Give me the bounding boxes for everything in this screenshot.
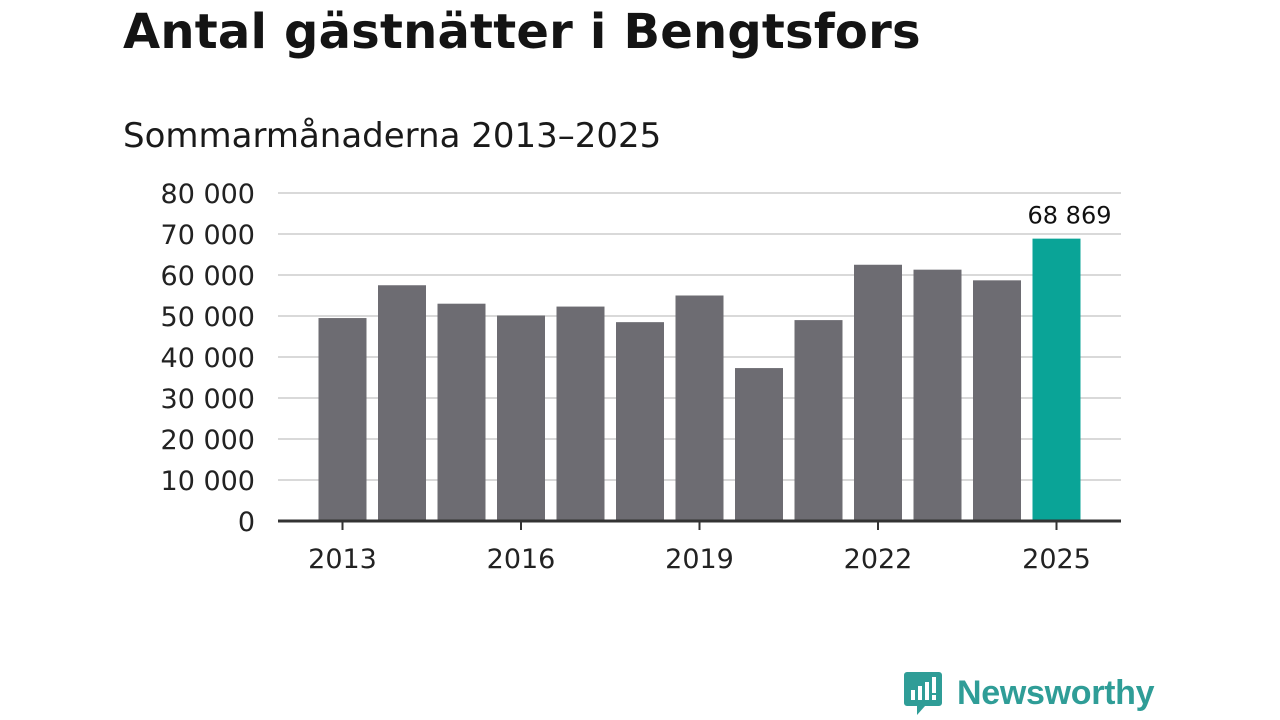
y-tick-label: 40 000	[161, 343, 255, 374]
bar-2014	[378, 285, 426, 521]
bar-2022	[854, 264, 902, 521]
newsworthy-logo-text: Newsworthy	[957, 673, 1155, 712]
bars	[318, 238, 1081, 522]
bar-2019	[675, 295, 724, 521]
y-tick-label: 10 000	[161, 466, 255, 497]
bar-2025	[1032, 238, 1081, 522]
y-tick-label: 20 000	[161, 425, 255, 456]
bar-chart: 0 10 000 20 000 30 000 40 000 50 000 60 000 70 …	[161, 179, 1121, 575]
bar-2018	[616, 322, 664, 521]
x-tick-label: 2016	[487, 544, 556, 575]
newsworthy-logo: Newsworthy	[903, 670, 1155, 716]
y-tick-label: 30 000	[161, 384, 255, 415]
y-tick-label: 50 000	[161, 302, 255, 333]
bar-2015	[437, 303, 486, 521]
x-tick-label: 2025	[1022, 544, 1091, 575]
x-tick-label: 2013	[308, 544, 377, 575]
bar-2017	[556, 306, 605, 521]
bar-2020	[735, 368, 783, 521]
y-tick-label: 80 000	[161, 179, 255, 210]
newsworthy-logo-icon	[904, 672, 942, 715]
x-axis-tick-labels: 2013 2016 2019 2022 2025	[308, 544, 1091, 575]
x-axis	[278, 519, 1121, 530]
y-axis-tick-labels: 0 10 000 20 000 30 000 40 000 50 000 60 000 70 …	[161, 179, 255, 538]
bar-2021	[794, 320, 843, 521]
bar-2024	[973, 280, 1021, 521]
chart-subtitle: Sommarmånaderna 2013–2025	[123, 116, 662, 156]
data-labels: 68 869	[1028, 202, 1112, 230]
y-tick-label: 60 000	[161, 261, 255, 292]
y-tick-label: 70 000	[161, 220, 255, 251]
chart-title: Antal gästnätter i Bengtsfors	[123, 4, 921, 60]
y-tick-label: 0	[238, 507, 255, 538]
x-tick-label: 2019	[665, 544, 734, 575]
bar-2013	[318, 318, 367, 521]
bar-2023	[913, 269, 962, 521]
data-label-2025: 68 869	[1028, 202, 1112, 230]
bar-2016	[497, 315, 545, 521]
x-tick-label: 2022	[844, 544, 913, 575]
